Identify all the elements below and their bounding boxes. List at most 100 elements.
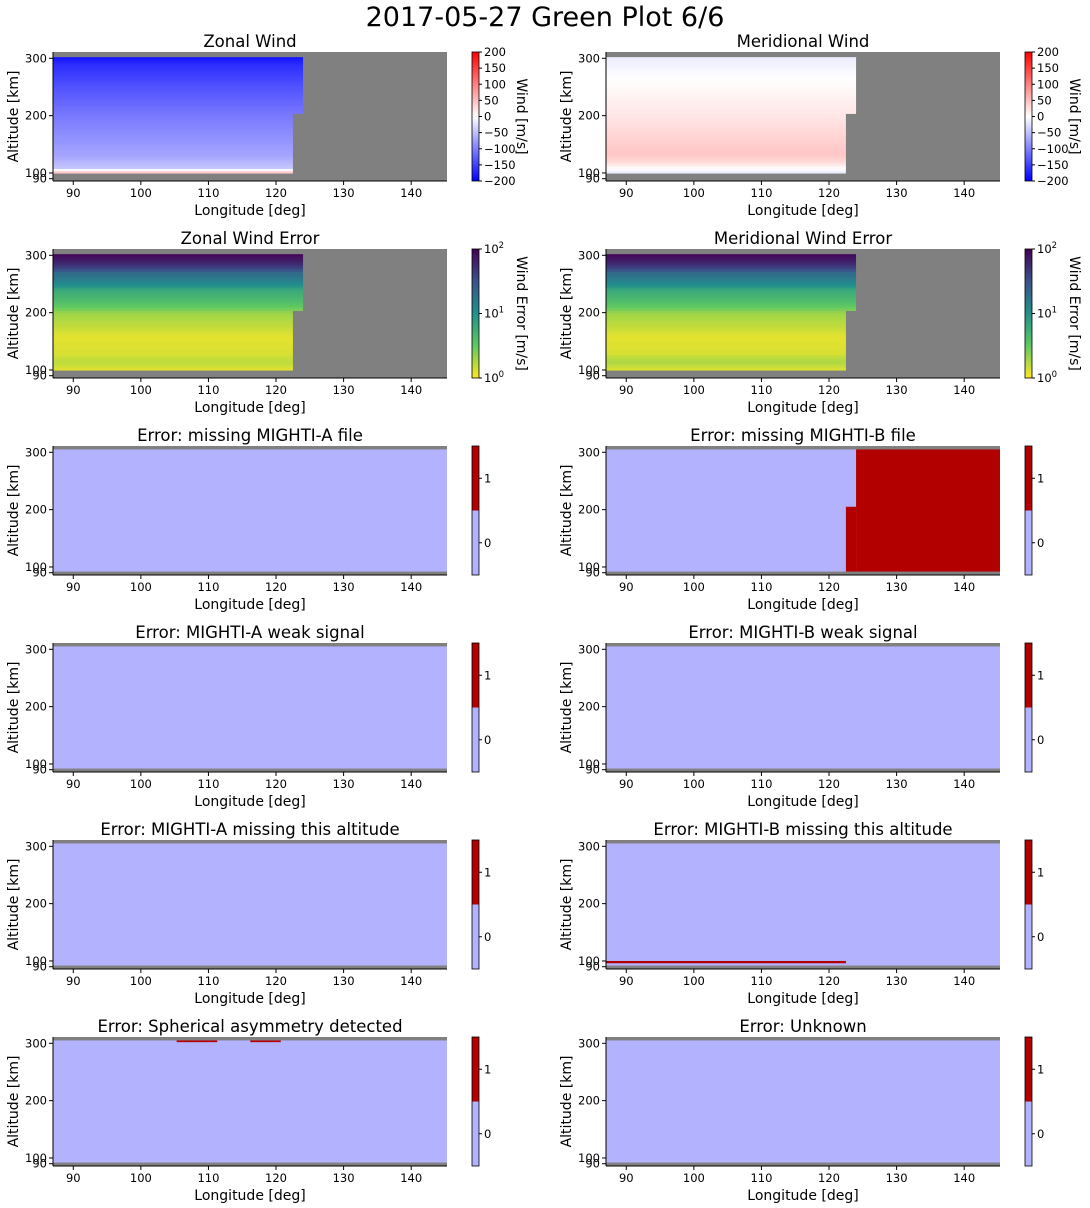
x-tick-label: 130 (886, 974, 908, 988)
data-cell (606, 67, 857, 71)
data-cell (606, 124, 846, 128)
data-cell (606, 136, 846, 140)
colorbar-segment-0 (1025, 510, 1032, 575)
panel-title: Error: MIGHTI-B missing this altitude (653, 820, 952, 839)
colorbar-tick-label: 100 (1037, 370, 1057, 385)
data-cell (606, 353, 846, 357)
data-cell (53, 266, 304, 270)
y-tick-label: 100 (578, 1151, 600, 1165)
data-cell (53, 353, 293, 357)
data-cell (606, 106, 857, 110)
x-tick-label: 90 (66, 383, 81, 397)
x-tick-label: 100 (130, 1171, 152, 1185)
y-axis-label: Altitude [km] (559, 859, 575, 951)
colorbar-outline (471, 445, 480, 576)
colorbar-segment-1 (472, 643, 479, 708)
y-tick-label: 100 (25, 166, 47, 180)
y-tick-label: 90 (585, 763, 600, 777)
colorbar-tick-label: 0 (1037, 536, 1044, 550)
colorbar: −200 −150 −100 −50 0 50 100 150 200 Wind [m/s] (471, 45, 529, 188)
data-cell (606, 337, 846, 341)
panel-title: Error: missing MIGHTI-A file (137, 426, 363, 445)
data-cell (53, 289, 304, 293)
data-cell (53, 58, 304, 62)
data-cell (53, 257, 304, 261)
data-cell (53, 308, 304, 311)
data-cell (53, 133, 293, 137)
y-tick-label: 90 (32, 1157, 47, 1171)
data-cell (53, 321, 293, 325)
data-cell (606, 58, 857, 62)
data-cell (53, 319, 293, 323)
colorbar-tick-label: 102 (484, 241, 504, 256)
data-cell (606, 280, 857, 284)
data-cell (606, 287, 857, 291)
data-cell (606, 328, 846, 332)
colorbar-tick-label: 0 (1037, 110, 1044, 124)
colorbar-outline (471, 642, 480, 773)
data-cell (606, 319, 846, 323)
data-cell (606, 131, 846, 135)
y-tick-label: 300 (578, 248, 600, 262)
x-tick-label: 130 (886, 1171, 908, 1185)
colorbar-tick-label: 0 (1037, 930, 1044, 944)
data-cell (606, 156, 846, 160)
colorbar-tick-label: 101 (1037, 306, 1057, 321)
colorbar-segment-1 (472, 840, 479, 905)
flag-zero-area (53, 646, 447, 769)
data-cell (606, 78, 857, 82)
colorbar: 01 (1024, 839, 1044, 970)
x-tick-label: 130 (886, 777, 908, 791)
x-tick-label: 100 (130, 383, 152, 397)
colorbar-tick-exponent: 1 (499, 306, 504, 316)
colorbar-tick-label: 102 (1037, 241, 1057, 256)
x-tick-label: 110 (197, 383, 219, 397)
colorbar-segment-0 (1025, 707, 1032, 772)
plot-area (53, 843, 447, 966)
plot-area (606, 646, 1000, 769)
y-tick-label: 100 (578, 166, 600, 180)
colorbar-tick-exponent: 0 (499, 370, 504, 380)
data-cell (53, 57, 304, 59)
data-cell (53, 356, 293, 360)
data-cell (606, 363, 846, 366)
colorbar-gradient-fill (472, 249, 479, 378)
data-cell (606, 163, 846, 167)
data-cell (606, 303, 857, 307)
y-tick-label: 200 (25, 306, 47, 320)
data-cell (53, 170, 293, 174)
data-cell (606, 111, 857, 114)
data-cell (606, 262, 857, 266)
y-tick-label: 200 (578, 109, 600, 123)
x-axis-label: Longitude [deg] (747, 203, 858, 219)
data-cell (53, 298, 304, 302)
data-cell (53, 264, 304, 268)
data-cell (53, 305, 304, 309)
x-tick-label: 100 (683, 580, 705, 594)
y-tick-label: 90 (32, 172, 47, 186)
plot-area (606, 449, 1000, 572)
colorbar-tick-exponent: 2 (499, 241, 504, 251)
colorbar: −200 −150 −100 −50 0 50 100 150 200 Wind [m/s] (1024, 45, 1082, 188)
colorbar-tick-label: −50 (484, 126, 508, 140)
colorbar-tick-label: 100 (1037, 77, 1059, 91)
panel-title: Error: missing MIGHTI-B file (690, 426, 916, 445)
data-cell (53, 314, 293, 318)
data-cell (53, 328, 293, 332)
data-cell (53, 127, 293, 130)
colorbar-outline (471, 1036, 480, 1167)
colorbar-tick-label: 50 (1037, 93, 1052, 107)
data-cell (606, 170, 846, 174)
colorbar-segment-0 (1025, 1101, 1032, 1166)
x-axis-label: Longitude [deg] (747, 400, 858, 416)
colorbar-segment-0 (472, 1101, 479, 1166)
colorbar-segment-1 (1025, 840, 1032, 905)
data-cell (53, 282, 304, 286)
y-tick-label: 100 (25, 1151, 47, 1165)
y-tick-label: 200 (578, 503, 600, 517)
data-cell (53, 69, 304, 73)
data-cell (606, 301, 857, 305)
